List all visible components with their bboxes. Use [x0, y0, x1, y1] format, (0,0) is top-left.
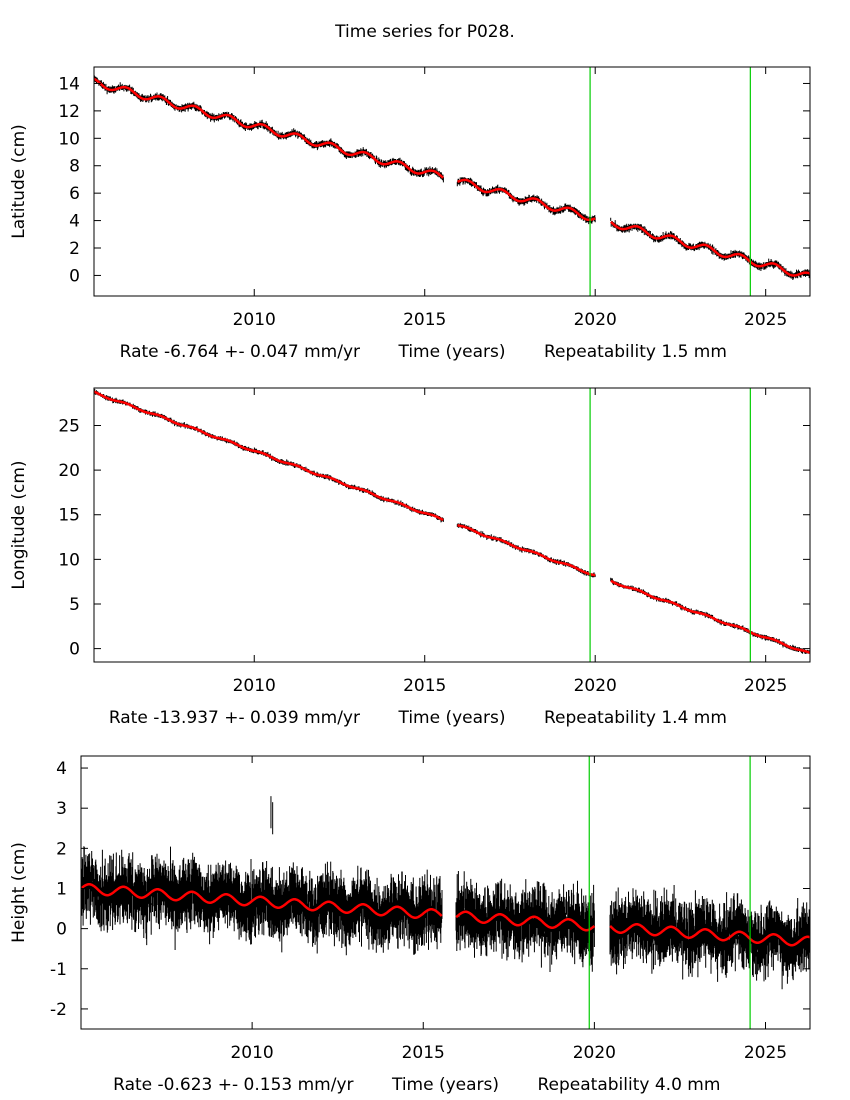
y-tick-label: -1 [50, 960, 67, 980]
model-fit-line [94, 390, 810, 655]
y-tick-label: 12 [58, 102, 80, 122]
y-tick-label: 0 [69, 266, 80, 286]
height-panel: 2010 2015 2020 2025 -2 -1 0 1 2 3 4 Height (cm) Rate… [9, 755, 811, 1095]
y-tick-label: 3 [56, 799, 67, 819]
repeatability-label: Repeatability 1.4 mm [544, 708, 727, 728]
x-tick-label: 2010 [233, 310, 276, 330]
x-tick-label: 2015 [403, 310, 446, 330]
x-tick-label: 2020 [574, 676, 617, 696]
repeatability-label: Repeatability 1.5 mm [544, 342, 727, 362]
y-tick-label: 8 [69, 157, 80, 177]
repeatability-label: Repeatability 4.0 mm [538, 1075, 721, 1095]
y-tick-label: 14 [58, 74, 80, 94]
y-tick-label: 20 [58, 461, 80, 481]
x-axis-label: Time (years) [391, 1075, 499, 1095]
y-tick-label: 10 [58, 129, 80, 149]
observation-error-bars [81, 846, 810, 990]
model-fit-segment [610, 579, 810, 655]
chart-title: Time series for P028. [335, 22, 515, 42]
x-tick-label: 2025 [744, 310, 787, 330]
y-tick-label: 6 [69, 184, 80, 204]
y-tick-label: 10 [58, 550, 80, 570]
y-tick-label: 5 [69, 595, 80, 615]
x-tick-label: 2025 [744, 1043, 787, 1063]
x-axis-label: Time (years) [397, 708, 505, 728]
model-fit-line [81, 883, 810, 947]
x-tick-label: 2025 [744, 676, 787, 696]
model-fit-segment [457, 178, 596, 222]
model-fit-segment [94, 77, 444, 179]
x-axis-label: Time (years) [397, 342, 505, 362]
model-fit-segment [610, 220, 810, 277]
x-tick-label: 2020 [573, 1043, 616, 1063]
model-fit-segment [457, 524, 596, 577]
observation-error-bars [94, 75, 810, 280]
rate-label: Rate -6.764 +- 0.047 mm/yr [120, 342, 360, 362]
observation-points [94, 75, 810, 280]
y-axis-label: Height (cm) [9, 842, 29, 943]
model-fit-segment [81, 883, 443, 919]
model-fit-segment [609, 923, 810, 947]
y-tick-label: 1 [56, 879, 67, 899]
y-tick-label: 2 [56, 839, 67, 859]
plot-frame [80, 755, 811, 1030]
y-tick-label: 15 [58, 506, 80, 526]
plot-frame [93, 387, 811, 663]
latitude-panel: 2010 2015 2020 2025 0 2 4 6 8 10 12 14 Latitude (cm)… [9, 66, 811, 362]
x-tick-label: 2020 [574, 310, 617, 330]
y-tick-label: -2 [50, 1000, 67, 1020]
model-fit-segment [455, 910, 596, 932]
rate-label: Rate -13.937 +- 0.039 mm/yr [109, 708, 360, 728]
y-tick-label: 0 [69, 640, 80, 660]
y-tick-label: 4 [69, 212, 80, 232]
y-tick-label: 2 [69, 239, 80, 259]
model-fit-line [94, 77, 810, 277]
y-tick-label: 4 [56, 759, 67, 779]
y-axis-label: Latitude (cm) [9, 124, 29, 239]
y-tick-label: 25 [58, 416, 80, 436]
plot-frame [93, 66, 811, 297]
x-tick-label: 2010 [230, 1043, 273, 1063]
x-tick-label: 2010 [233, 676, 276, 696]
model-fit-segment [94, 390, 444, 522]
x-tick-label: 2015 [402, 1043, 445, 1063]
y-tick-label: 0 [56, 920, 67, 940]
y-axis-label: Longitude (cm) [9, 460, 29, 589]
x-tick-label: 2015 [403, 676, 446, 696]
rate-label: Rate -0.623 +- 0.153 mm/yr [113, 1075, 353, 1095]
